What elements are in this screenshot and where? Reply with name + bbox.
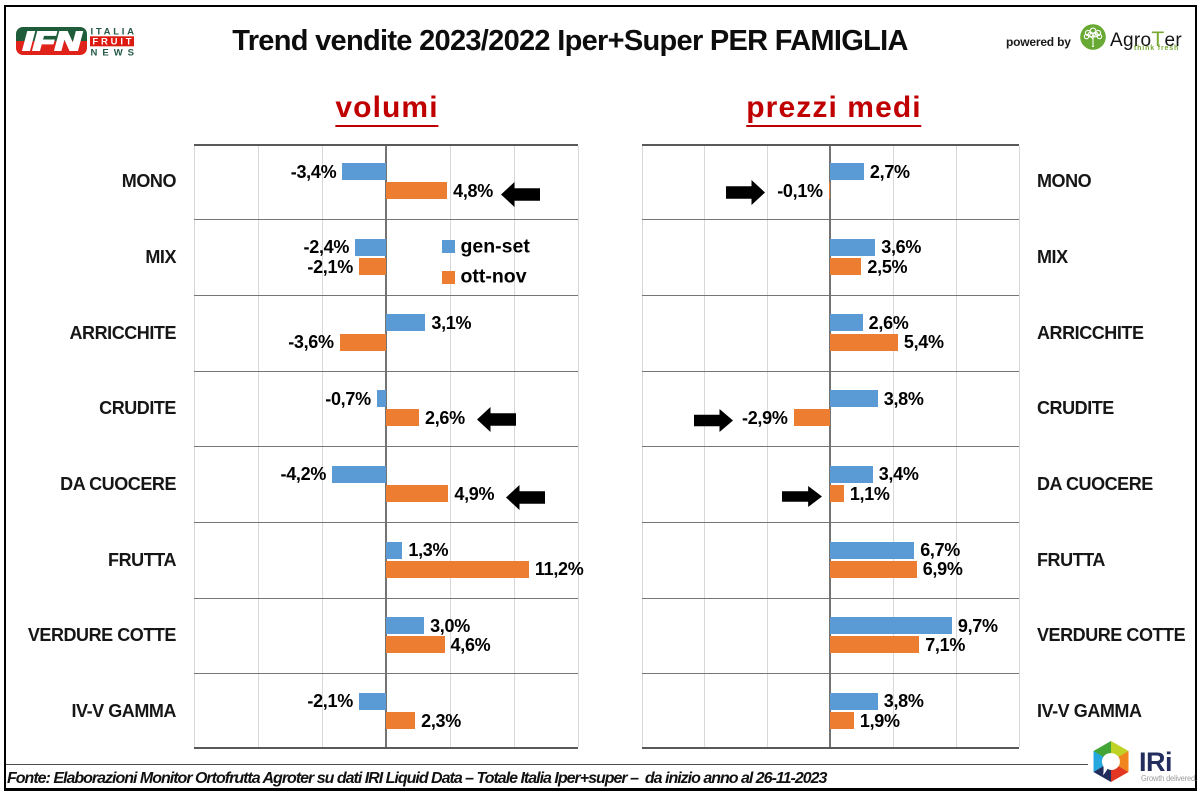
- svg-text:NEWS: NEWS: [91, 48, 135, 58]
- svg-text:ITALIA: ITALIA: [91, 26, 135, 37]
- svg-text:IFN: IFN: [23, 27, 83, 55]
- svg-text:FRUIT: FRUIT: [92, 37, 131, 48]
